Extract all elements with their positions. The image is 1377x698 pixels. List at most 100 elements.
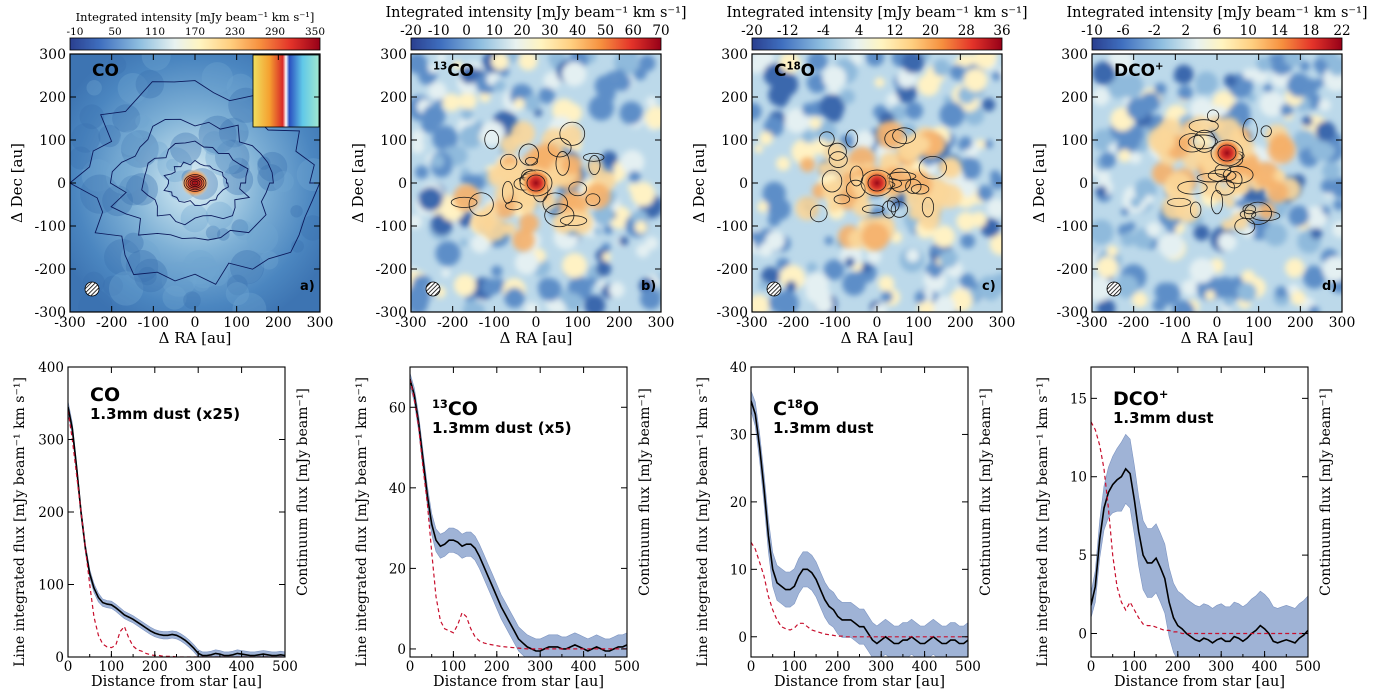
noise-blob (459, 238, 468, 247)
emission-blob (512, 228, 535, 252)
colorbar (751, 37, 1003, 51)
noise-blob (524, 301, 539, 312)
x-tick-label: 100 (441, 659, 467, 675)
x-axis-label: Δ RA [au] (841, 329, 914, 347)
noise-blob (428, 64, 438, 74)
contour (185, 175, 205, 191)
contour (555, 151, 570, 176)
contour (518, 143, 539, 166)
emission-blob (483, 203, 498, 218)
noise-blob (1195, 71, 1219, 95)
noise-blob (989, 233, 1002, 256)
noise-blob (897, 68, 917, 88)
x-tick-label: 100 (782, 659, 808, 675)
contour (821, 169, 843, 193)
noise-blob (1316, 60, 1326, 71)
noise-blob (432, 125, 458, 152)
profile-molecule-label-main: CO (448, 398, 478, 420)
contour (583, 152, 605, 162)
noise-blob (1152, 298, 1166, 312)
contour (809, 204, 828, 223)
noise-blob (633, 67, 647, 81)
noise-blob (1285, 258, 1305, 278)
noise-blob (917, 74, 940, 97)
colorbar-tick-label: -10 (1081, 23, 1103, 39)
x-tick-label: 200 (1165, 659, 1191, 675)
noise-blob (1181, 279, 1199, 296)
profile-body (1091, 421, 1308, 657)
noise-blob (752, 231, 761, 243)
y-tick-label: 5 (1078, 548, 1087, 564)
emission-blob (552, 211, 575, 234)
emission-blob (561, 154, 582, 175)
map-molecule-label-supr: + (1155, 62, 1164, 73)
x-tick-label: 300 (527, 659, 553, 675)
colorbar-tick-label: 36 (993, 23, 1010, 39)
x-tick-label: 200 (947, 315, 974, 331)
noise-blob (1092, 87, 1110, 106)
noise-blob (414, 165, 429, 179)
map-panel-3: Integrated intensity [mJy beam⁻¹ km s⁻¹]… (690, 5, 1028, 347)
contour (547, 137, 572, 158)
noise-blob (1223, 74, 1238, 88)
noise-field (752, 54, 1002, 312)
map-texture (183, 291, 201, 310)
noise-blob (1146, 222, 1161, 237)
profile-panel-4: 0 100 200 300 400 500 0 5 10 15 Distance from star… (1035, 366, 1334, 690)
map-panel-1: Integrated intensity [mJy beam⁻¹ km s⁻¹]… (8, 10, 333, 347)
contour (881, 200, 897, 219)
noise-blob (1302, 115, 1313, 127)
noise-blob (824, 236, 834, 245)
noise-blob (1092, 275, 1112, 302)
colorbar (1091, 37, 1343, 51)
x-axis-label: Δ RA [au] (500, 329, 573, 347)
contour (1207, 169, 1237, 183)
noise-blob (634, 220, 648, 234)
noise-blob (958, 157, 982, 181)
noise-blob (840, 89, 855, 104)
colorbar-tick-label: -12 (777, 23, 799, 39)
noise-blob (1322, 256, 1342, 282)
dust-profile (68, 410, 285, 657)
noise-blob (646, 96, 657, 108)
map-texture (138, 266, 157, 286)
profile-molecule-label: DCO+ (1113, 387, 1168, 410)
emission-peak (521, 168, 551, 198)
x-tick-label: 300 (648, 315, 675, 331)
map-texture (78, 289, 113, 312)
noise-blob (763, 116, 784, 137)
emission-blob (473, 210, 488, 224)
noise-blob (956, 211, 976, 232)
y-tick-label: 30 (730, 427, 747, 443)
noise-blob (601, 85, 610, 94)
noise-blob (1108, 54, 1134, 73)
y-axis-label: Line integrated flux [mJy beam⁻¹ km s⁻¹] (695, 377, 711, 667)
noise-blob (1126, 97, 1150, 121)
contour (833, 194, 851, 205)
noise-blob (914, 291, 927, 303)
x-tick-label: 200 (1287, 315, 1314, 331)
y-axis-label: Line integrated flux [mJy beam⁻¹ km s⁻¹] (12, 377, 28, 667)
x-axis-label: Δ RA [au] (159, 329, 232, 347)
noise-blob (631, 209, 648, 226)
colorbar-tick-label: 10 (486, 23, 503, 39)
noise-blob (759, 131, 773, 146)
contour (450, 196, 478, 208)
noise-blob (592, 203, 614, 226)
noise-blob (1333, 199, 1342, 211)
colorbar-tick-label: 20 (922, 23, 939, 39)
x-tick-label: -100 (479, 315, 510, 331)
emission-blob (493, 195, 516, 219)
panel-letter: d) (1322, 279, 1337, 294)
profile-molecule-label: 13CO (432, 397, 478, 420)
noise-blob (866, 249, 882, 264)
noise-blob (806, 262, 818, 273)
colorbar-tick-label: 2 (1181, 23, 1190, 39)
map-texture (202, 131, 227, 156)
y-axis-label-right: Continuum flux [mJy beam⁻¹] (637, 388, 653, 596)
y-tick-label: -100 (35, 219, 66, 235)
contour (109, 118, 274, 241)
error-band (751, 390, 968, 657)
noise-blob (752, 102, 762, 121)
x-tick-label: 100 (1122, 659, 1148, 675)
